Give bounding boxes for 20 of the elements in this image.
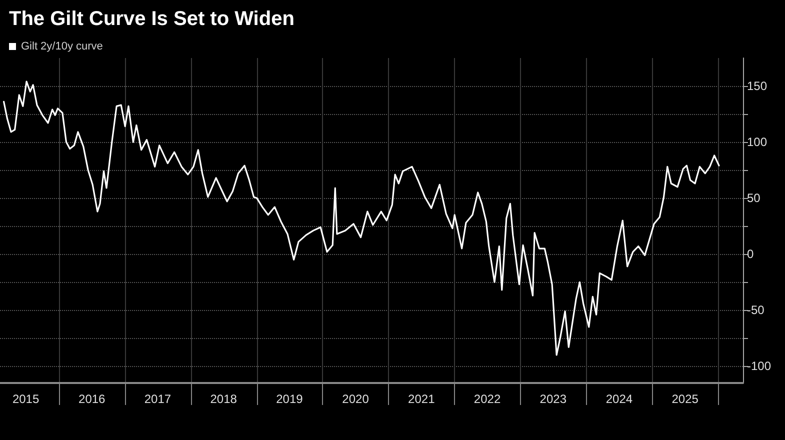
y-tick-label: 0 [747,247,754,262]
chart-title: The Gilt Curve Is Set to Widen [9,8,294,30]
x-tick-label: 2019 [276,392,304,406]
x-tick-label: 2025 [672,392,699,406]
y-tick-label: -100 [747,359,772,374]
legend-label: Gilt 2y/10y curve [21,40,103,52]
x-tick-label: 2020 [342,392,370,406]
x-tick-label: 2018 [210,392,238,406]
x-tick-label: 2022 [474,392,501,406]
y-tick-label: 100 [747,135,768,150]
y-tick-label: 150 [747,79,768,94]
x-tick-label: 2016 [78,392,106,406]
x-tick-label: 2023 [540,392,567,406]
x-tick-label: 2017 [144,392,172,406]
x-tick-label: 2015 [12,392,40,406]
y-tick-label: 50 [747,191,761,206]
x-tick-label: 2024 [606,392,633,406]
x-tick-label: 2021 [408,392,436,406]
y-tick-label: -50 [747,303,765,318]
line-series [2,80,720,356]
